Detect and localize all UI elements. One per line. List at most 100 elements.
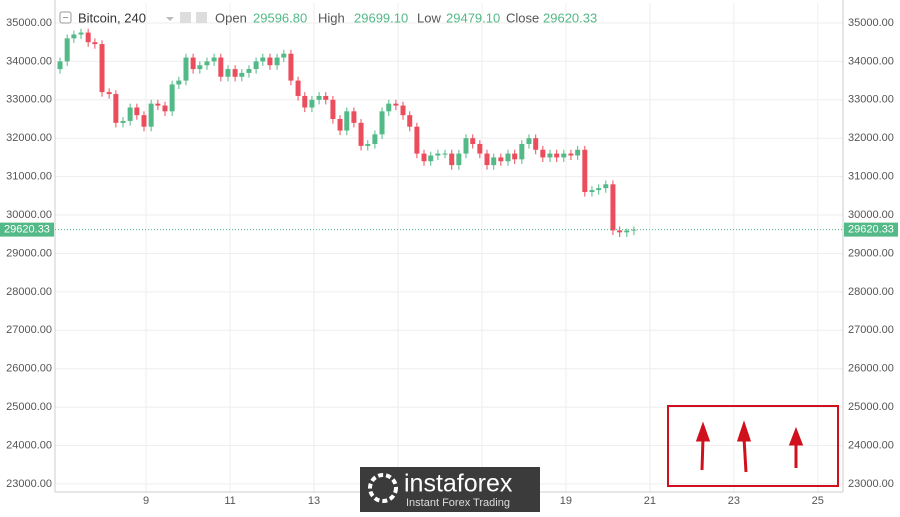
- candle-body: [540, 149, 546, 158]
- candle-body: [561, 153, 567, 158]
- candle-body: [463, 138, 469, 154]
- candle-body: [176, 80, 182, 85]
- x-tick-label: 11: [224, 495, 235, 507]
- candle-body: [407, 115, 413, 127]
- logo-tagline: Instant Forex Trading: [406, 497, 510, 509]
- candle-body: [428, 155, 434, 162]
- candle-body: [379, 111, 385, 135]
- candle-body: [400, 105, 406, 116]
- y-tick-label: 30000.00: [6, 209, 52, 221]
- candle-body: [211, 57, 217, 62]
- candle-body: [449, 153, 455, 166]
- candle-body: [631, 229, 637, 231]
- candle-body: [288, 53, 294, 81]
- candle-body: [477, 143, 483, 154]
- candle-body: [617, 230, 623, 233]
- dropdown[interactable]: [166, 17, 174, 21]
- candle-body: [253, 61, 259, 70]
- y-tick-label: 24000.00: [6, 439, 52, 451]
- last-price-label-right: 29620.33: [848, 224, 894, 236]
- candle-body: [365, 143, 371, 146]
- candle-body: [169, 84, 175, 112]
- y-tick-label-right: 34000.00: [848, 55, 894, 67]
- candle-body: [127, 107, 133, 121]
- candle-body: [421, 153, 427, 162]
- y-tick-label: 25000.00: [6, 401, 52, 413]
- high-label: High: [318, 10, 345, 25]
- candle-body: [120, 120, 126, 123]
- candle-body: [330, 99, 336, 120]
- y-tick-label: 33000.00: [6, 94, 52, 106]
- candle-body: [302, 95, 308, 108]
- x-tick-label: 25: [812, 495, 824, 507]
- candle-body: [386, 103, 392, 112]
- high-value: 29699.10: [354, 10, 408, 25]
- y-tick-label-right: 32000.00: [848, 132, 894, 144]
- candle-body: [414, 126, 420, 154]
- candle-body: [197, 65, 203, 70]
- candle-body: [589, 190, 595, 192]
- y-tick-label-right: 26000.00: [848, 363, 894, 375]
- candle-body: [596, 188, 602, 191]
- highlight-box: [667, 405, 839, 487]
- candle-body: [106, 92, 112, 95]
- candle-body: [78, 32, 84, 35]
- candle-body: [281, 53, 287, 58]
- candle-body: [533, 138, 539, 150]
- y-tick-label-right: 33000.00: [848, 94, 894, 106]
- candle-body: [505, 153, 511, 162]
- candle-body: [148, 103, 154, 127]
- x-tick-label: 13: [308, 495, 320, 507]
- y-tick-label-right: 25000.00: [848, 401, 894, 413]
- close-label: Close: [506, 10, 539, 25]
- collapse-icon[interactable]: [59, 11, 72, 24]
- candle-body: [246, 69, 252, 73]
- candle-body: [568, 153, 574, 156]
- y-tick-label-right: 23000.00: [848, 478, 894, 490]
- arrows: [695, 420, 804, 473]
- candle-body: [274, 57, 280, 66]
- x-tick-label: 23: [728, 495, 740, 507]
- candle-body: [260, 57, 266, 62]
- y-tick-label: 26000.00: [6, 363, 52, 375]
- candle-body: [316, 95, 322, 100]
- y-tick-label: 32000.00: [6, 132, 52, 144]
- eye-icon[interactable]: [180, 12, 191, 23]
- candle-body: [575, 149, 581, 156]
- candle-body: [92, 42, 98, 45]
- candle-body: [225, 69, 231, 77]
- candle-body: [141, 115, 147, 127]
- last-price-tag-right: [844, 222, 898, 237]
- candle-body: [610, 184, 616, 231]
- axis-labels: 23000.00 23000.00 24000.00 24000.00 25000.00…: [0, 17, 898, 507]
- candle-body: [344, 111, 350, 131]
- candle-body: [358, 122, 364, 146]
- y-tick-label-right: 29000.00: [848, 247, 894, 259]
- logo-name: instaforex: [404, 470, 513, 498]
- arrow: [742, 437, 748, 473]
- logo-icon: [368, 473, 398, 503]
- arrow: [700, 437, 705, 471]
- candle-body: [239, 72, 245, 77]
- settings-icon[interactable]: [196, 12, 207, 23]
- y-tick-label-right: 27000.00: [848, 324, 894, 336]
- last-price-tag: [0, 222, 54, 237]
- candle-body: [526, 138, 532, 144]
- candle-body: [484, 153, 490, 166]
- arrow-head: [695, 421, 711, 442]
- candle-body: [554, 153, 560, 158]
- candle-body: [442, 153, 448, 155]
- candle-body: [456, 153, 462, 166]
- y-tick-label: 28000.00: [6, 286, 52, 298]
- x-tick-label: 9: [143, 495, 149, 507]
- y-tick-label: 31000.00: [6, 171, 52, 183]
- low-value: 29479.10: [446, 10, 500, 25]
- candle-body: [547, 153, 553, 158]
- candle-body: [309, 99, 315, 108]
- y-tick-label: 34000.00: [6, 55, 52, 67]
- candle-body: [470, 138, 476, 144]
- candle-body: [519, 143, 525, 160]
- candle-body: [498, 157, 504, 162]
- candle-body: [183, 57, 189, 81]
